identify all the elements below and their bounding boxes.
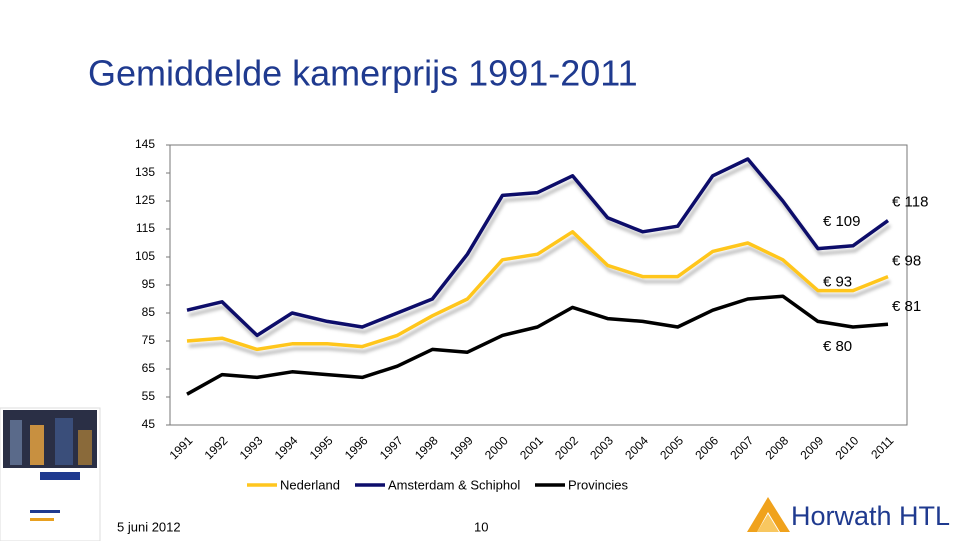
x-tick-label: 2002 [552,433,581,462]
series-line [186,157,890,338]
x-tick-label: 2004 [622,433,651,462]
x-tick-label: 1992 [202,433,231,462]
x-tick-label: 1995 [307,433,336,462]
x-tick-label: 1993 [237,433,266,462]
x-tick-label: 1996 [342,433,371,462]
date: 5 juni 2012 [117,519,181,534]
data-label: € 109 [823,213,861,230]
y-tick-label: 125 [135,193,155,207]
data-label: € 118 [892,194,928,211]
x-tick-label: 2011 [868,433,896,461]
slide-title: Gemiddelde kamerprijs 1991-2011 [88,53,638,94]
data-label: € 93 [823,274,852,291]
x-tick-label: 1997 [377,433,406,462]
y-tick-label: 105 [135,249,155,263]
series-line [186,294,889,396]
x-tick-label: 2009 [797,433,826,462]
x-tick-label: 1998 [412,433,441,462]
y-tick-label: 135 [135,165,155,179]
x-tick-label: 1994 [272,433,301,462]
y-tick-label: 75 [142,333,156,347]
x-tick-label: 2008 [762,433,791,462]
x-tick-label: 2001 [517,433,546,462]
data-label: € 81 [892,298,921,315]
data-label: € 98 [892,253,921,270]
logo: Horwath HTL [747,497,950,532]
x-tick-label: 1999 [447,433,476,462]
y-tick-label: 145 [135,137,155,151]
y-tick-label: 115 [136,221,155,235]
x-tick-label: 2003 [587,433,616,462]
report-cover [0,407,101,541]
y-tick-label: 45 [142,417,156,431]
x-tick-label: 2010 [833,433,862,462]
page-number: 10 [474,519,488,534]
y-tick-label: 65 [142,361,156,375]
y-tick-label: 95 [142,277,156,291]
x-tick-label: 2000 [482,433,511,462]
series-line [186,230,889,352]
legend-label: Amsterdam & Schiphol [388,477,520,492]
y-tick-label: 55 [142,389,156,403]
data-label: € 80 [823,338,852,355]
x-tick-label: 2005 [657,433,686,462]
logo-text: Horwath HTL [791,501,950,531]
legend-label: Provincies [568,477,628,492]
y-tick-label: 85 [142,305,156,319]
x-tick-label: 2006 [692,433,721,462]
x-tick-label: 2007 [727,433,756,462]
legend-label: Nederland [280,477,340,492]
x-tick-label: 1991 [167,433,196,462]
plot-area [169,144,908,426]
